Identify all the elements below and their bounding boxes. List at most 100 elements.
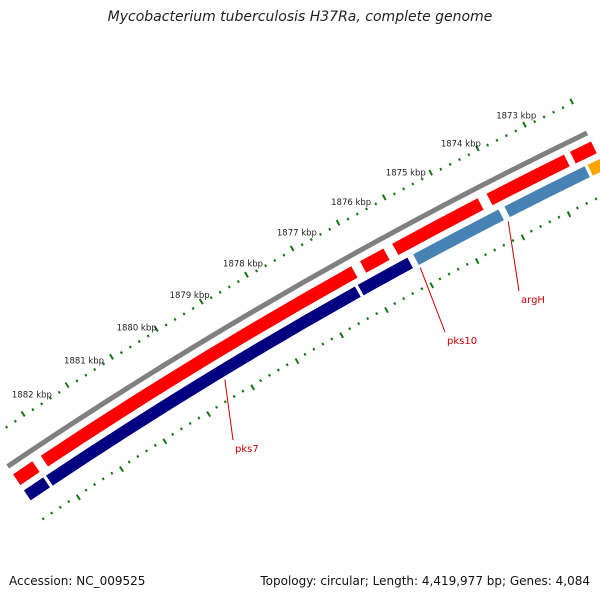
inner-tick — [465, 262, 469, 266]
outer-tick — [13, 419, 17, 423]
outer-tick — [328, 227, 332, 231]
outer-tick — [475, 145, 480, 152]
inner-tick — [420, 287, 424, 291]
inner-tick — [393, 301, 397, 306]
gene-tracks — [6, 130, 600, 501]
gene-label: argH — [521, 295, 545, 306]
outer-tick — [569, 98, 574, 105]
outer-tick — [486, 143, 490, 147]
outer-tick — [365, 207, 369, 211]
inner-tick — [127, 460, 131, 464]
inner-tick — [321, 342, 325, 346]
outer-tick — [109, 353, 114, 360]
inner-tick — [330, 337, 334, 341]
inner-tick — [447, 272, 451, 276]
map-title: Mycobacterium tuberculosis H37Ra, comple… — [107, 9, 493, 25]
outer-tick — [289, 245, 295, 252]
reverse-gene[interactable] — [413, 209, 504, 265]
inner-tick — [241, 389, 245, 393]
tick-label: 1880 kbp — [117, 323, 157, 333]
inner-tick — [110, 471, 114, 475]
forward-gene[interactable] — [392, 198, 484, 256]
gene-label: pks7 — [235, 444, 259, 455]
inner-tick — [162, 438, 168, 445]
inner-tick — [375, 311, 379, 316]
inner-tick — [67, 499, 71, 504]
outer-tick — [420, 177, 424, 181]
outer-tick — [552, 110, 555, 114]
outer-tick — [264, 264, 268, 268]
outer-tick — [218, 290, 222, 294]
inner-tick — [84, 488, 88, 492]
inner-tick — [366, 317, 370, 321]
outer-tick — [119, 351, 123, 355]
outer-tick — [300, 243, 304, 247]
outer-tick — [374, 202, 378, 206]
inner-tick — [511, 238, 515, 243]
reverse-gene[interactable] — [23, 477, 50, 501]
inner-tick — [312, 347, 316, 351]
outer-tick — [102, 362, 106, 366]
outer-tick — [198, 298, 204, 305]
reverse-gene[interactable] — [357, 257, 414, 296]
inner-tick — [357, 322, 361, 326]
outer-tick — [439, 167, 443, 171]
forward-gene[interactable] — [13, 461, 40, 486]
inner-tick — [179, 427, 183, 431]
inner-tick — [232, 394, 236, 399]
inner-tick — [539, 224, 542, 229]
inner-tick — [557, 215, 561, 219]
inner-tick — [303, 352, 307, 356]
forward-gene[interactable] — [570, 141, 597, 164]
outer-tick — [236, 279, 240, 284]
outer-tick — [164, 323, 168, 327]
outer-tick — [182, 312, 186, 316]
inner-tick — [348, 327, 352, 331]
outer-tick — [191, 306, 195, 311]
forward-gene[interactable] — [359, 248, 390, 273]
reverse-gene[interactable] — [504, 166, 590, 218]
outer-tick — [428, 169, 433, 176]
inner-tick — [384, 306, 389, 314]
inner-tick — [502, 243, 506, 247]
reverse-gene[interactable] — [46, 286, 361, 486]
outer-tick — [57, 390, 61, 394]
outer-tick — [282, 253, 286, 257]
inner-tick — [214, 405, 218, 409]
outer-tick — [318, 232, 322, 236]
inner-tick — [575, 206, 579, 210]
inner-tick — [58, 505, 62, 509]
inner-tick — [136, 454, 140, 459]
inner-tick — [267, 373, 271, 377]
outer-tick — [467, 153, 471, 157]
inner-tick — [197, 416, 201, 420]
reverse-gene[interactable] — [587, 159, 600, 176]
inner-tick — [493, 248, 497, 252]
outer-tick — [20, 410, 26, 418]
outer-tick — [335, 219, 341, 226]
inner-tick — [566, 211, 572, 218]
inner-tick — [474, 257, 480, 265]
outer-tick — [227, 285, 231, 289]
tick-label: 1873 kbp — [496, 112, 536, 122]
outer-tick — [244, 271, 249, 278]
inner-tick — [548, 220, 552, 224]
inner-tick — [411, 292, 415, 296]
forward-gene[interactable] — [486, 154, 570, 206]
inner-tick — [456, 267, 460, 271]
inner-tick — [529, 229, 533, 233]
gene-leader-line — [419, 267, 446, 333]
inner-tick — [101, 477, 105, 481]
outer-tick — [273, 258, 277, 262]
forward-gene[interactable] — [40, 266, 358, 467]
outer-tick — [522, 121, 527, 128]
outer-tick — [411, 182, 415, 186]
outer-tick — [153, 325, 159, 333]
outer-tick — [31, 408, 35, 412]
outer-tick — [355, 212, 359, 216]
outer-tick — [75, 379, 79, 383]
tick-label: 1881 kbp — [64, 357, 104, 367]
topology-text: Topology: circular; Length: 4,419,977 bp… — [260, 574, 590, 588]
outer-tick — [40, 402, 44, 406]
